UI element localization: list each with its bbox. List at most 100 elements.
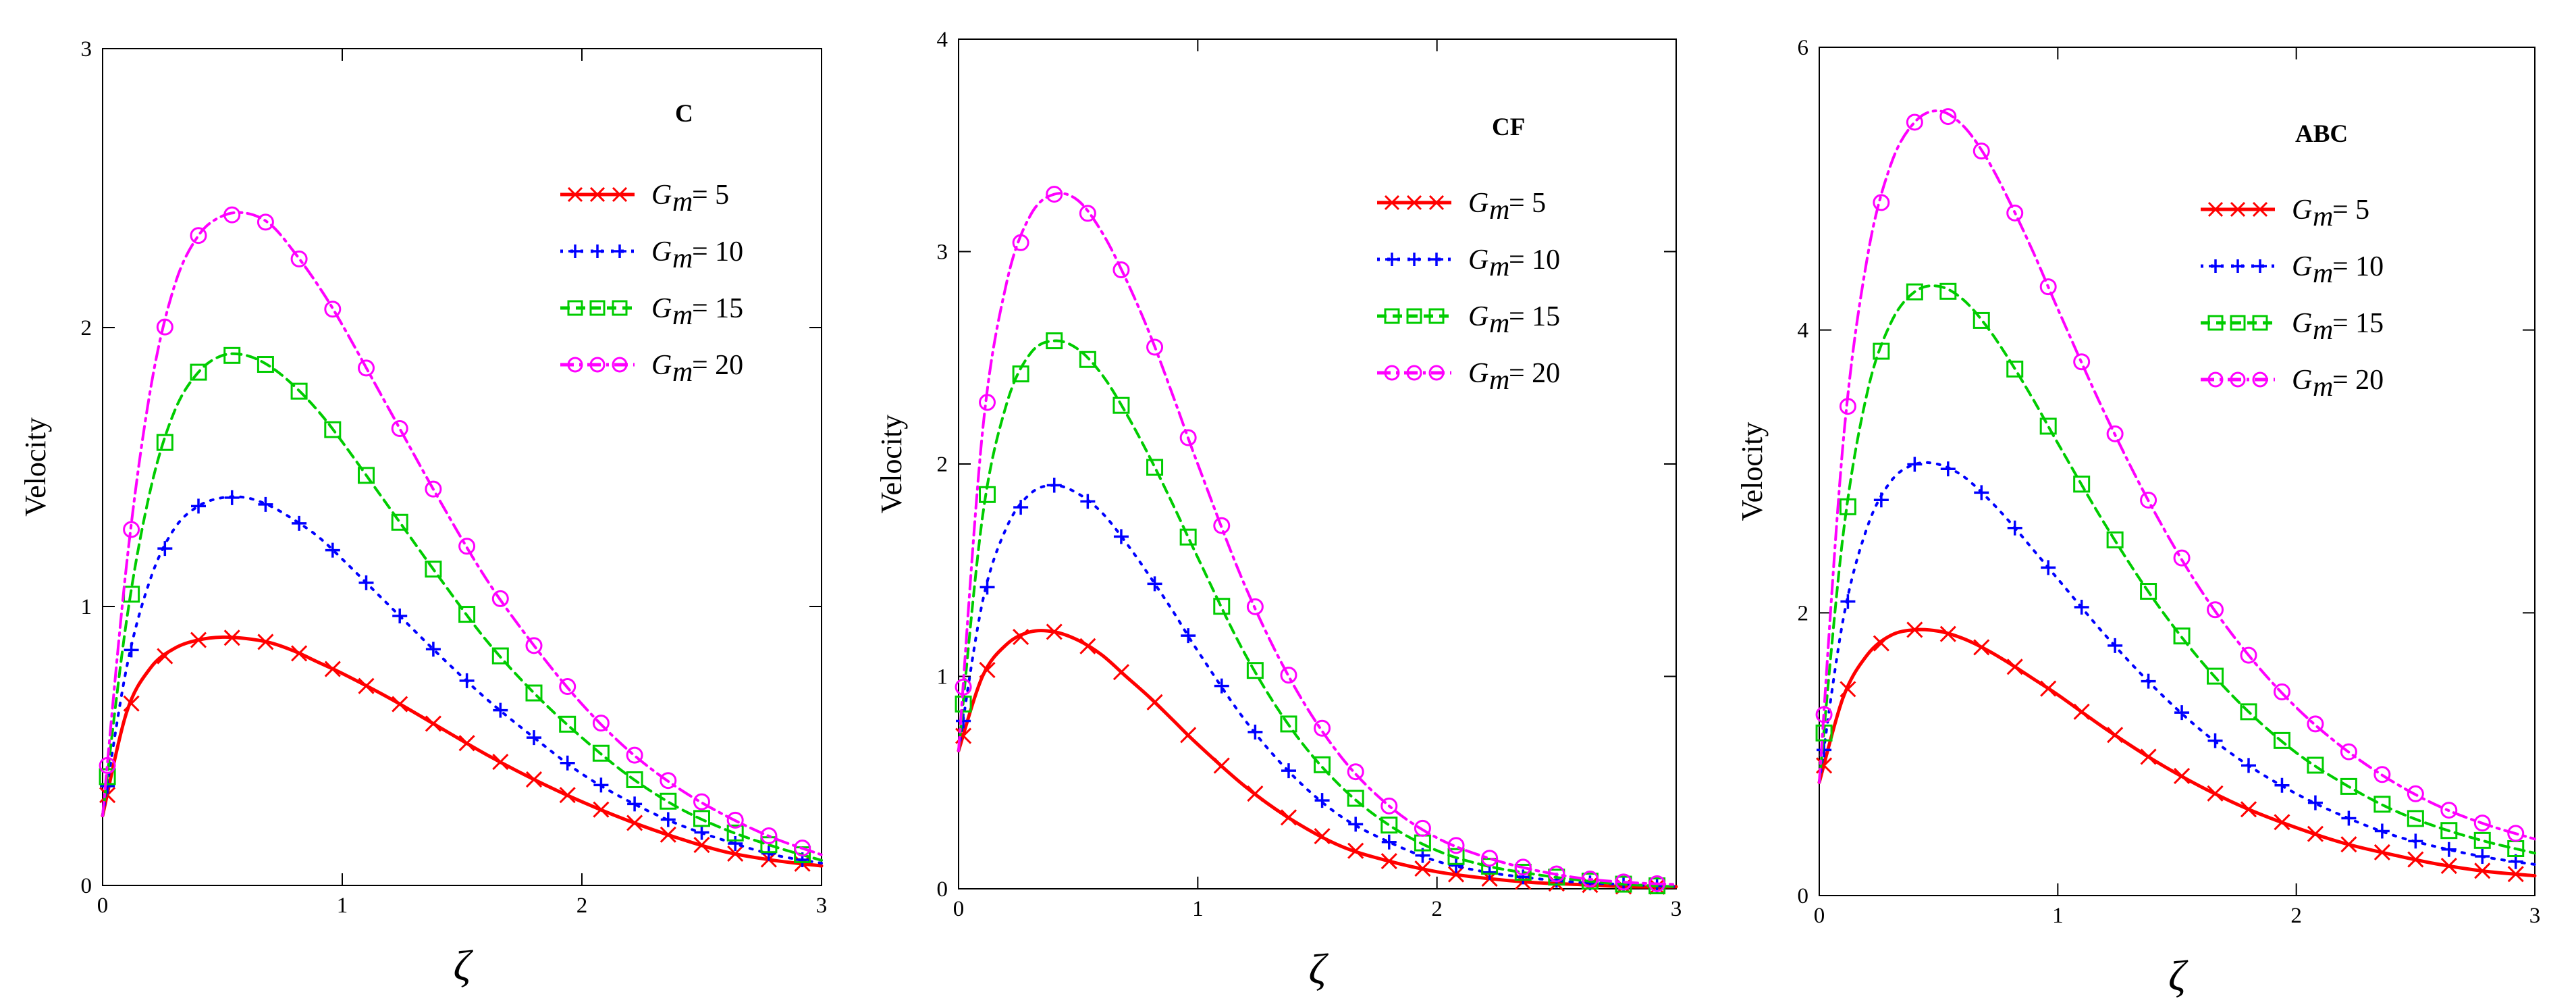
data-point: [2207, 733, 2223, 748]
legend-subscript: m: [672, 300, 693, 331]
data-point: [190, 227, 207, 244]
data-point: [527, 730, 541, 746]
data-point: [257, 634, 274, 650]
data-point: [123, 521, 140, 538]
legend-symbol: G: [1468, 188, 1488, 219]
data-point: [1147, 576, 1162, 592]
data-point: [2307, 756, 2324, 774]
data-point: [1648, 875, 1666, 892]
data-point: [559, 787, 576, 804]
y-tick-label: 0: [1798, 884, 1809, 908]
y-tick-label: 4: [1798, 319, 1809, 343]
series-line: [957, 339, 1678, 888]
data-point: [1314, 827, 1331, 845]
legend-marker: [1428, 308, 1445, 324]
data-point: [660, 792, 677, 810]
legend-symbol: G: [651, 236, 672, 267]
chart-title: C: [675, 100, 693, 128]
data-point: [2007, 520, 2022, 536]
series-1: [99, 629, 824, 872]
data-point: [1146, 459, 1164, 476]
data-point: [1939, 625, 1956, 642]
data-point: [1348, 817, 1364, 832]
data-point: [392, 609, 408, 624]
data-point: [2440, 857, 2457, 875]
data-point: [223, 629, 240, 646]
legend-label: = 10: [2332, 251, 2384, 282]
data-point: [2374, 823, 2390, 839]
legend-marker: [2230, 315, 2246, 331]
legend-label: = 5: [692, 180, 729, 211]
legend-marker: [1384, 365, 1400, 381]
data-point: [291, 645, 308, 662]
legend-subscript: m: [2313, 371, 2333, 403]
data-point: [2073, 475, 2091, 493]
data-point: [156, 318, 173, 336]
legend-marker: [2207, 315, 2224, 331]
data-point: [458, 606, 476, 623]
data-point: [1146, 338, 1164, 356]
data-point: [955, 678, 972, 696]
data-point: [2039, 417, 2057, 435]
legend-label: = 20: [1509, 358, 1560, 389]
series-line: [1818, 284, 2536, 855]
data-point: [1046, 186, 1063, 203]
data-point: [1906, 113, 1923, 131]
x-tick-label: 0: [97, 894, 109, 918]
data-point: [1112, 664, 1130, 681]
data-point: [1012, 234, 1029, 251]
x-tick-label: 0: [1814, 904, 1825, 928]
data-point: [157, 541, 173, 557]
legend-marker: [1406, 365, 1422, 381]
legend-marker: [612, 300, 628, 316]
data-point: [980, 579, 995, 595]
data-point: [1281, 763, 1296, 779]
data-point: [1615, 873, 1632, 891]
data-point: [2473, 815, 2491, 832]
x-tick-label: 2: [1431, 897, 1443, 921]
series-line: [957, 629, 1678, 889]
data-point: [1815, 706, 1833, 723]
data-point: [2041, 560, 2056, 575]
series-line: [1818, 461, 2536, 866]
data-point: [2307, 825, 2324, 842]
legend-marker: [612, 357, 628, 373]
series-line: [957, 484, 1678, 888]
data-point: [559, 678, 576, 696]
legend-marker: [2207, 371, 2224, 388]
series-line: [101, 495, 823, 864]
series-3: [99, 346, 823, 864]
data-point: [2173, 627, 2191, 645]
data-point: [1414, 819, 1431, 837]
data-point: [1013, 628, 1029, 646]
data-point: [728, 836, 743, 852]
data-point: [124, 642, 139, 658]
data-point: [2108, 638, 2123, 653]
data-point: [693, 837, 710, 854]
data-point: [2140, 583, 2157, 600]
data-point: [1046, 623, 1063, 640]
legend-marker: [2252, 371, 2268, 388]
data-point: [1380, 817, 1398, 834]
data-point: [1447, 866, 1465, 883]
data-point: [2440, 802, 2458, 819]
legend-symbol: G: [2292, 308, 2312, 339]
data-point: [258, 496, 273, 512]
plot-frame: [1819, 47, 2535, 896]
y-tick-label: 0: [937, 877, 948, 902]
data-point: [1347, 763, 1364, 781]
data-point: [1179, 429, 1197, 446]
y-tick-label: 3: [937, 240, 948, 265]
data-point: [459, 673, 475, 688]
data-point: [1213, 598, 1231, 615]
data-point: [1940, 461, 1956, 477]
data-point: [694, 825, 709, 840]
y-tick-label: 1: [937, 665, 948, 690]
